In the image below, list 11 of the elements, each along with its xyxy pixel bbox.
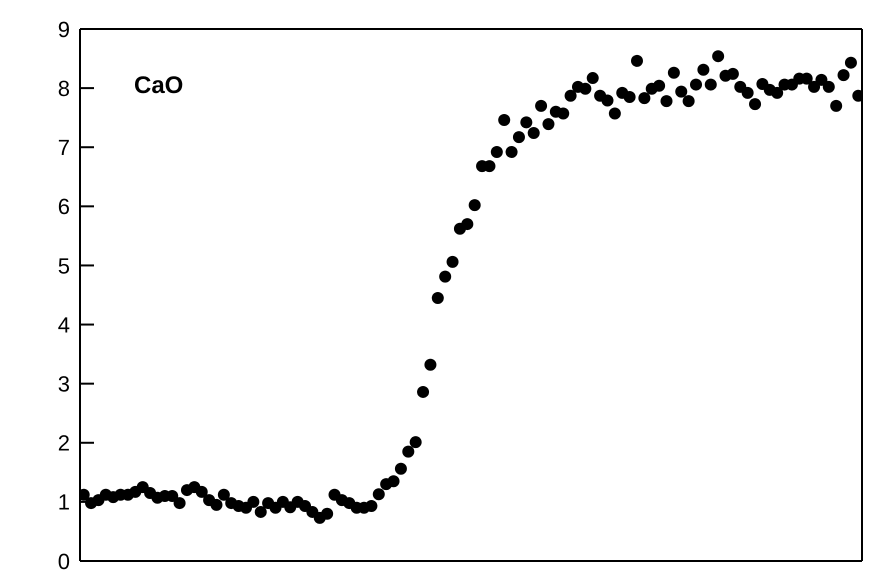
y-tick-label: 4 [58, 312, 70, 338]
y-tick-label: 7 [58, 135, 70, 160]
text: CaO [134, 72, 184, 100]
y-tick-label: 8 [58, 76, 70, 101]
y-tick-label: 2 [58, 430, 70, 456]
y-tick-label: 6 [58, 194, 70, 220]
y-tick-label: 5 [58, 253, 70, 278]
y-tick-label: 9 [58, 16, 70, 42]
y-tick-label: 0 [58, 548, 70, 570]
y-tick-label: 3 [58, 371, 70, 396]
y-tick-label: 1 [58, 490, 70, 515]
